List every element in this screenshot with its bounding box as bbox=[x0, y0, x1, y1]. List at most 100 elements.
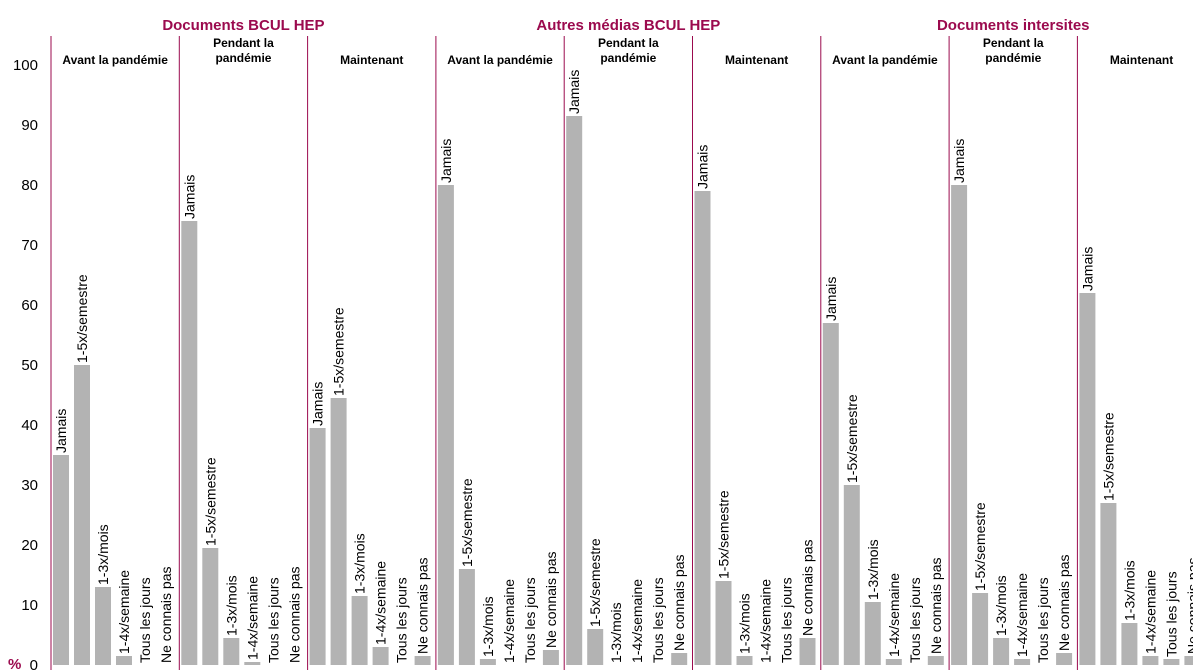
bar bbox=[715, 581, 732, 665]
y-tick-label: 80 bbox=[21, 177, 38, 194]
bar-label: Tous les jours bbox=[265, 577, 281, 663]
bar bbox=[437, 185, 454, 665]
y-tick-label: 70 bbox=[21, 237, 38, 254]
bar bbox=[202, 548, 219, 665]
bar bbox=[799, 638, 816, 665]
bar bbox=[479, 659, 496, 665]
bar-label: Tous les jours bbox=[907, 577, 923, 663]
bar-label: 1-3x/mois bbox=[480, 596, 496, 657]
bar-label: 1-5x/semestre bbox=[459, 478, 475, 567]
bar bbox=[736, 656, 753, 665]
bar bbox=[587, 629, 604, 665]
bar-label: Ne connais pas bbox=[158, 566, 174, 663]
bar-label: 1-5x/semestre bbox=[1100, 412, 1116, 501]
bar-label: 1-4x/semaine bbox=[1014, 573, 1030, 657]
bar-label: 1-3x/mois bbox=[1121, 560, 1137, 621]
bar bbox=[1121, 623, 1138, 665]
bar bbox=[671, 653, 688, 665]
bar bbox=[53, 455, 69, 665]
y-tick-label: 20 bbox=[21, 537, 38, 554]
group-title: Autres médias BCUL HEP bbox=[536, 17, 720, 34]
bar bbox=[843, 485, 860, 665]
period-title: Pendant la bbox=[598, 36, 659, 50]
bar bbox=[458, 569, 475, 665]
period-title: Maintenant bbox=[1110, 53, 1173, 67]
bar-label: Jamais bbox=[310, 382, 326, 426]
period-title: pandémie bbox=[215, 51, 271, 65]
bar bbox=[927, 656, 944, 665]
bar-label: Tous les jours bbox=[394, 577, 410, 663]
bar-label: 1-5x/semestre bbox=[587, 538, 603, 627]
bar bbox=[885, 659, 902, 665]
bar-label: 1-3x/mois bbox=[737, 593, 753, 654]
bar-label: Ne connais pas bbox=[928, 557, 944, 654]
bar-label: 1-5x/semestre bbox=[716, 490, 732, 579]
bar-label: 1-3x/mois bbox=[95, 524, 111, 585]
y-tick-label: 30 bbox=[21, 477, 38, 494]
group-title: Documents BCUL HEP bbox=[162, 17, 324, 34]
bar-label: 1-5x/semestre bbox=[202, 457, 218, 546]
bar bbox=[951, 185, 968, 665]
bar bbox=[74, 365, 90, 665]
bar bbox=[542, 650, 559, 665]
bar-label: 1-3x/mois bbox=[993, 575, 1009, 636]
bar-label: Jamais bbox=[181, 175, 197, 219]
bar-label: Tous les jours bbox=[650, 577, 666, 663]
bar bbox=[1056, 653, 1073, 665]
bar-label: 1-4x/semaine bbox=[501, 579, 517, 663]
bar bbox=[822, 323, 839, 665]
bar-label: Ne connais pas bbox=[800, 539, 816, 636]
bar bbox=[95, 587, 111, 665]
bar-label: Jamais bbox=[53, 409, 69, 453]
bar-label: Tous les jours bbox=[779, 577, 795, 663]
bar-label: Ne connais pas bbox=[286, 566, 302, 663]
bar-label: 1-4x/semaine bbox=[886, 573, 902, 657]
bar bbox=[414, 656, 431, 665]
bar-label: 1-3x/mois bbox=[865, 539, 881, 600]
y-tick-label: 0 bbox=[30, 657, 38, 672]
bar-label: Tous les jours bbox=[137, 577, 153, 663]
bar-label: 1-4x/semaine bbox=[1142, 570, 1158, 654]
bar bbox=[351, 596, 368, 665]
bar-label: 1-4x/semaine bbox=[629, 579, 645, 663]
group-title: Documents intersites bbox=[937, 17, 1090, 34]
bar bbox=[330, 398, 347, 665]
bar bbox=[223, 638, 240, 665]
bar-label: Jamais bbox=[823, 277, 839, 321]
bar-label: Tous les jours bbox=[1035, 577, 1051, 663]
y-tick-label: 100 bbox=[13, 57, 38, 74]
bar-label: Ne connais pas bbox=[671, 554, 687, 651]
period-title: Pendant la bbox=[213, 36, 274, 50]
bar-label: Ne connais pas bbox=[415, 557, 431, 654]
bar bbox=[181, 221, 198, 665]
bar-label: Jamais bbox=[951, 139, 967, 183]
bar-label: 1-4x/semaine bbox=[116, 570, 132, 654]
period-title: Avant la pandémie bbox=[447, 53, 553, 67]
bar-label: 1-5x/semestre bbox=[844, 394, 860, 483]
period-title: pandémie bbox=[600, 51, 656, 65]
period-title: Avant la pandémie bbox=[832, 53, 938, 67]
bar-label: Tous les jours bbox=[522, 577, 538, 663]
y-tick-label: 10 bbox=[21, 597, 38, 614]
bar bbox=[972, 593, 989, 665]
y-tick-label: 60 bbox=[21, 297, 38, 314]
bar bbox=[244, 662, 261, 665]
bar-label: 1-5x/semestre bbox=[74, 274, 90, 363]
bar-label: 1-4x/semaine bbox=[373, 561, 389, 645]
bar-label: Ne connais pas bbox=[1056, 554, 1072, 651]
unit-label: % bbox=[8, 656, 21, 672]
period-title: Maintenant bbox=[725, 53, 788, 67]
bar bbox=[309, 428, 326, 665]
bar-label: Jamais bbox=[1079, 247, 1095, 291]
bar bbox=[372, 647, 389, 665]
bar-label: Ne connais pas bbox=[1184, 557, 1193, 654]
bar bbox=[116, 656, 132, 665]
bar-label: 1-4x/semaine bbox=[244, 576, 260, 660]
bar-label: 1-4x/semaine bbox=[758, 579, 774, 663]
bar-label: Jamais bbox=[695, 145, 711, 189]
y-tick-label: 50 bbox=[21, 357, 38, 374]
y-tick-label: 90 bbox=[21, 117, 38, 134]
period-title: Avant la pandémie bbox=[62, 53, 168, 67]
y-tick-label: 40 bbox=[21, 417, 38, 434]
